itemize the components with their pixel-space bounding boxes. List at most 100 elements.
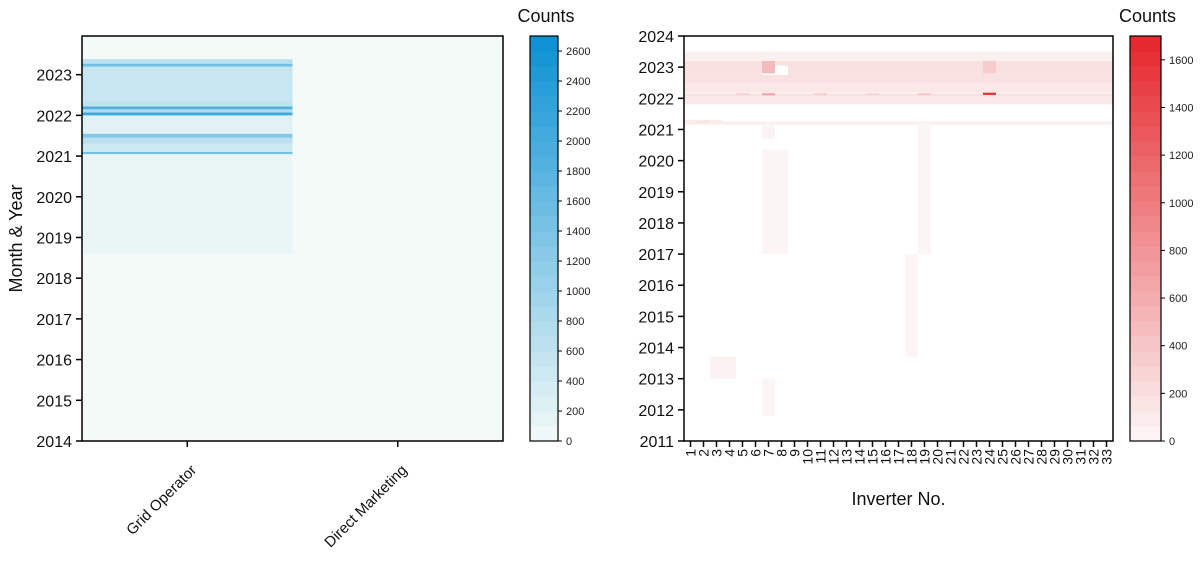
colorbar-step: [1130, 186, 1161, 202]
y-tick-label: 2019: [638, 185, 674, 202]
heatmap-cell: [762, 123, 775, 139]
x-tick-label: 10: [800, 449, 816, 465]
x-tick-label: 16: [878, 449, 894, 465]
y-tick-label: 2020: [36, 190, 72, 207]
x-tick-label: 32: [1086, 449, 1102, 465]
y-tick-label: 2013: [638, 372, 674, 389]
heatmap-band: [684, 60, 1113, 74]
colorbar-step: [1130, 351, 1161, 367]
colorbar-step: [530, 396, 558, 412]
x-tick-label: 21: [943, 449, 959, 465]
y-tick-label: 2018: [638, 216, 674, 233]
x-tick-label: 9: [787, 449, 803, 457]
heatmap-cell: [82, 112, 293, 116]
x-tick-label: 1: [683, 449, 699, 457]
colorbar-step: [1130, 381, 1161, 397]
colorbar-step: [530, 81, 558, 97]
heatmap-cell: [736, 93, 749, 96]
x-tick-label: 7: [761, 449, 777, 457]
colorbar-tick-label: 1600: [1169, 55, 1193, 67]
x-tick-label: 19: [917, 449, 933, 465]
heatmap-band: [684, 51, 1113, 61]
colorbar-step: [530, 366, 558, 382]
x-tick-label: 12: [826, 449, 842, 465]
heatmap-cell: [710, 356, 723, 379]
x-tick-label: 14: [852, 449, 868, 465]
heatmap-cell: [82, 101, 293, 107]
y-tick-label: 2011: [640, 434, 675, 451]
colorbar-step: [530, 51, 558, 67]
heatmap-cell: [82, 143, 293, 153]
colorbar-step: [1130, 261, 1161, 277]
heatmap-cell: [82, 133, 293, 138]
x-tick-label: 18: [904, 449, 920, 465]
colorbar-frame: [1129, 35, 1162, 442]
colorbar-step: [530, 306, 558, 322]
y-tick-label: 2022: [36, 108, 72, 125]
colorbar-step: [1130, 96, 1161, 112]
heatmap-cell: [762, 149, 775, 255]
colorbar-title: Counts: [517, 6, 574, 26]
colorbar-step: [530, 231, 558, 247]
colorbar-step: [1130, 141, 1161, 157]
x-tick-label: 2: [696, 449, 712, 457]
colorbar-tick-label: 2400: [566, 76, 590, 88]
colorbar-title: Counts: [1119, 6, 1176, 26]
heatmap-cell: [82, 109, 293, 113]
colorbar-tick-label: 0: [566, 436, 572, 448]
colorbar-step: [530, 351, 558, 367]
colorbar-step: [1130, 51, 1161, 67]
y-axis-title: Month & Year: [6, 184, 26, 292]
colorbar-step: [1130, 306, 1161, 322]
colorbar-step: [1130, 231, 1161, 247]
heatmap-band: [684, 82, 1113, 93]
x-tick-label: Direct Marketing: [321, 462, 410, 551]
colorbar-tick-label: 600: [1169, 293, 1187, 305]
colorbar-step: [530, 111, 558, 127]
heatmap-cell: [918, 93, 931, 96]
heatmap-cell: [697, 120, 710, 124]
heatmap-cell: [918, 123, 931, 255]
colorbar-step: [1130, 396, 1161, 412]
y-tick-label: 2019: [36, 230, 72, 247]
y-tick-label: 2023: [36, 68, 72, 85]
colorbar-step: [1130, 336, 1161, 352]
colorbar-step: [1130, 36, 1161, 52]
heatmap-cell: [684, 120, 697, 124]
x-tick-label: 33: [1099, 449, 1115, 465]
y-tick-label: 2014: [36, 434, 72, 451]
colorbar-step: [1130, 66, 1161, 82]
colorbar-tick-label: 400: [1169, 341, 1187, 353]
x-tick-label: 29: [1047, 449, 1063, 465]
x-tick-label: 15: [865, 449, 881, 465]
colorbar-tick-label: 1400: [566, 226, 590, 238]
colorbar-tick-label: 2200: [566, 106, 590, 118]
colorbar-step: [1130, 411, 1161, 427]
colorbar-step: [530, 336, 558, 352]
colorbar-tick-label: 0: [1169, 436, 1175, 448]
colorbar-tick-label: 800: [566, 316, 584, 328]
y-tick-label: 2012: [638, 403, 674, 420]
colorbar-step: [530, 216, 558, 232]
x-tick-label: 30: [1060, 449, 1076, 465]
x-tick-label: 31: [1073, 449, 1089, 465]
colorbar-step: [530, 186, 558, 202]
colorbar-step: [530, 96, 558, 112]
colorbar-step: [1130, 126, 1161, 142]
colorbar: 0 200 400 600 800 1000 1200 1400 1600 1800 2000 220…: [517, 6, 590, 448]
heatmap-cell: [983, 92, 996, 95]
colorbar-step: [530, 141, 558, 157]
heatmap-panel-2: 2011201220132014201520162017201820192020…: [638, 6, 1193, 509]
colorbar-tick-label: 200: [1169, 388, 1187, 400]
heatmap-cell: [905, 254, 918, 357]
heatmap-cell: [82, 66, 293, 102]
colorbar-step: [530, 276, 558, 292]
x-tick-label: 6: [748, 449, 764, 457]
x-tick-label: 27: [1021, 449, 1037, 465]
colorbar-step: [1130, 216, 1161, 232]
heatmap-cell: [82, 59, 293, 64]
heatmap-band: [684, 92, 1113, 94]
x-tick-label: 20: [930, 449, 946, 465]
heatmap-panel-1: 2014 2015 2016 2017 2018 2019 2020 2021 2022 2023…: [6, 6, 590, 551]
colorbar-frame: [529, 35, 559, 442]
